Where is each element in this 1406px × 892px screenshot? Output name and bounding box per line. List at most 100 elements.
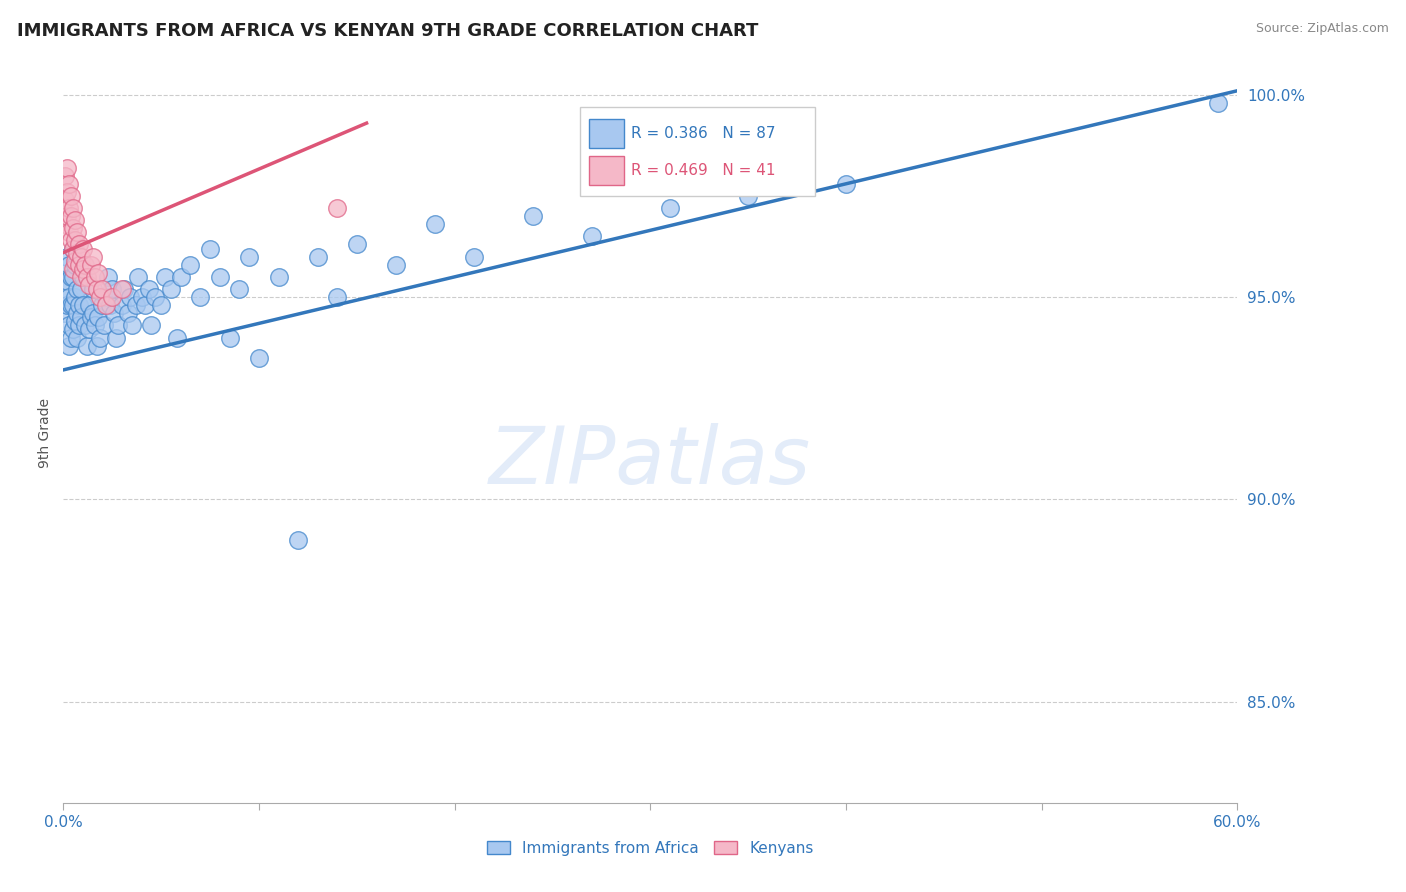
Text: Source: ZipAtlas.com: Source: ZipAtlas.com: [1256, 22, 1389, 36]
Point: [101, 290, 124, 304]
Point: [66, 225, 89, 239]
Point: [86, 282, 108, 296]
Point: [62, 201, 84, 215]
Text: R = 0.386   N = 87: R = 0.386 N = 87: [631, 126, 776, 141]
Point: [67, 298, 90, 312]
Point: [111, 298, 134, 312]
Point: [76, 338, 98, 352]
Point: [93, 318, 115, 333]
Point: [62, 298, 84, 312]
Point: [62, 261, 84, 276]
Point: [522, 209, 544, 223]
Point: [62, 269, 84, 284]
Point: [179, 258, 201, 272]
Point: [101, 282, 124, 296]
Point: [228, 282, 250, 296]
Point: [56, 209, 79, 223]
Point: [79, 258, 101, 272]
Point: [86, 338, 108, 352]
Point: [208, 269, 231, 284]
Point: [53, 306, 76, 320]
Point: [77, 322, 100, 336]
Point: [58, 177, 80, 191]
Point: [53, 217, 76, 231]
Point: [72, 242, 94, 256]
Point: [60, 330, 83, 344]
Point: [143, 290, 166, 304]
Point: [127, 269, 149, 284]
Point: [98, 298, 121, 312]
Point: [287, 533, 309, 547]
Point: [96, 298, 118, 312]
Point: [73, 318, 96, 333]
Point: [326, 201, 349, 215]
Point: [105, 330, 128, 344]
Point: [63, 213, 86, 227]
Point: [247, 351, 270, 365]
Point: [66, 245, 89, 260]
Point: [76, 269, 98, 284]
Point: [112, 282, 135, 296]
Point: [87, 310, 110, 325]
Point: [79, 310, 101, 325]
Point: [83, 269, 105, 284]
Point: [82, 282, 104, 296]
Point: [835, 177, 858, 191]
FancyBboxPatch shape: [589, 156, 624, 185]
Point: [107, 318, 129, 333]
Point: [153, 269, 176, 284]
Point: [463, 250, 485, 264]
Point: [121, 318, 143, 333]
Point: [58, 290, 80, 304]
Point: [60, 189, 83, 203]
Point: [346, 237, 368, 252]
Point: [70, 310, 93, 325]
Point: [581, 229, 603, 244]
Point: [169, 269, 191, 284]
Point: [131, 290, 153, 304]
Point: [218, 330, 240, 344]
Text: IMMIGRANTS FROM AFRICA VS KENYAN 9TH GRADE CORRELATION CHART: IMMIGRANTS FROM AFRICA VS KENYAN 9TH GRA…: [17, 22, 758, 40]
Point: [58, 318, 80, 333]
Point: [56, 185, 79, 199]
Y-axis label: 9th Grade: 9th Grade: [38, 398, 52, 467]
Point: [326, 290, 349, 304]
Point: [67, 237, 90, 252]
Point: [150, 298, 173, 312]
Point: [73, 258, 96, 272]
Point: [62, 221, 84, 235]
Point: [70, 250, 93, 264]
Point: [56, 274, 79, 288]
Point: [67, 258, 90, 272]
Legend: Immigrants from Africa, Kenyans: Immigrants from Africa, Kenyans: [481, 835, 820, 862]
Point: [97, 269, 120, 284]
Point: [60, 269, 83, 284]
Point: [89, 330, 111, 344]
Point: [141, 318, 163, 333]
Text: ZIPatlas: ZIPatlas: [489, 423, 811, 501]
Point: [198, 242, 221, 256]
Text: R = 0.469   N = 41: R = 0.469 N = 41: [631, 163, 776, 178]
Point: [82, 306, 104, 320]
Point: [91, 282, 114, 296]
Point: [63, 314, 86, 328]
Point: [77, 277, 100, 292]
Point: [56, 298, 79, 312]
Point: [166, 330, 188, 344]
Point: [82, 250, 104, 264]
Point: [66, 282, 89, 296]
Point: [103, 306, 125, 320]
Point: [87, 266, 110, 280]
Point: [62, 242, 84, 256]
Point: [72, 298, 94, 312]
Point: [63, 290, 86, 304]
Point: [96, 290, 118, 304]
Point: [658, 201, 681, 215]
Point: [138, 282, 160, 296]
Point: [63, 234, 86, 248]
Point: [60, 234, 83, 248]
Point: [89, 290, 111, 304]
FancyBboxPatch shape: [579, 107, 814, 195]
Point: [307, 250, 329, 264]
Point: [737, 189, 759, 203]
